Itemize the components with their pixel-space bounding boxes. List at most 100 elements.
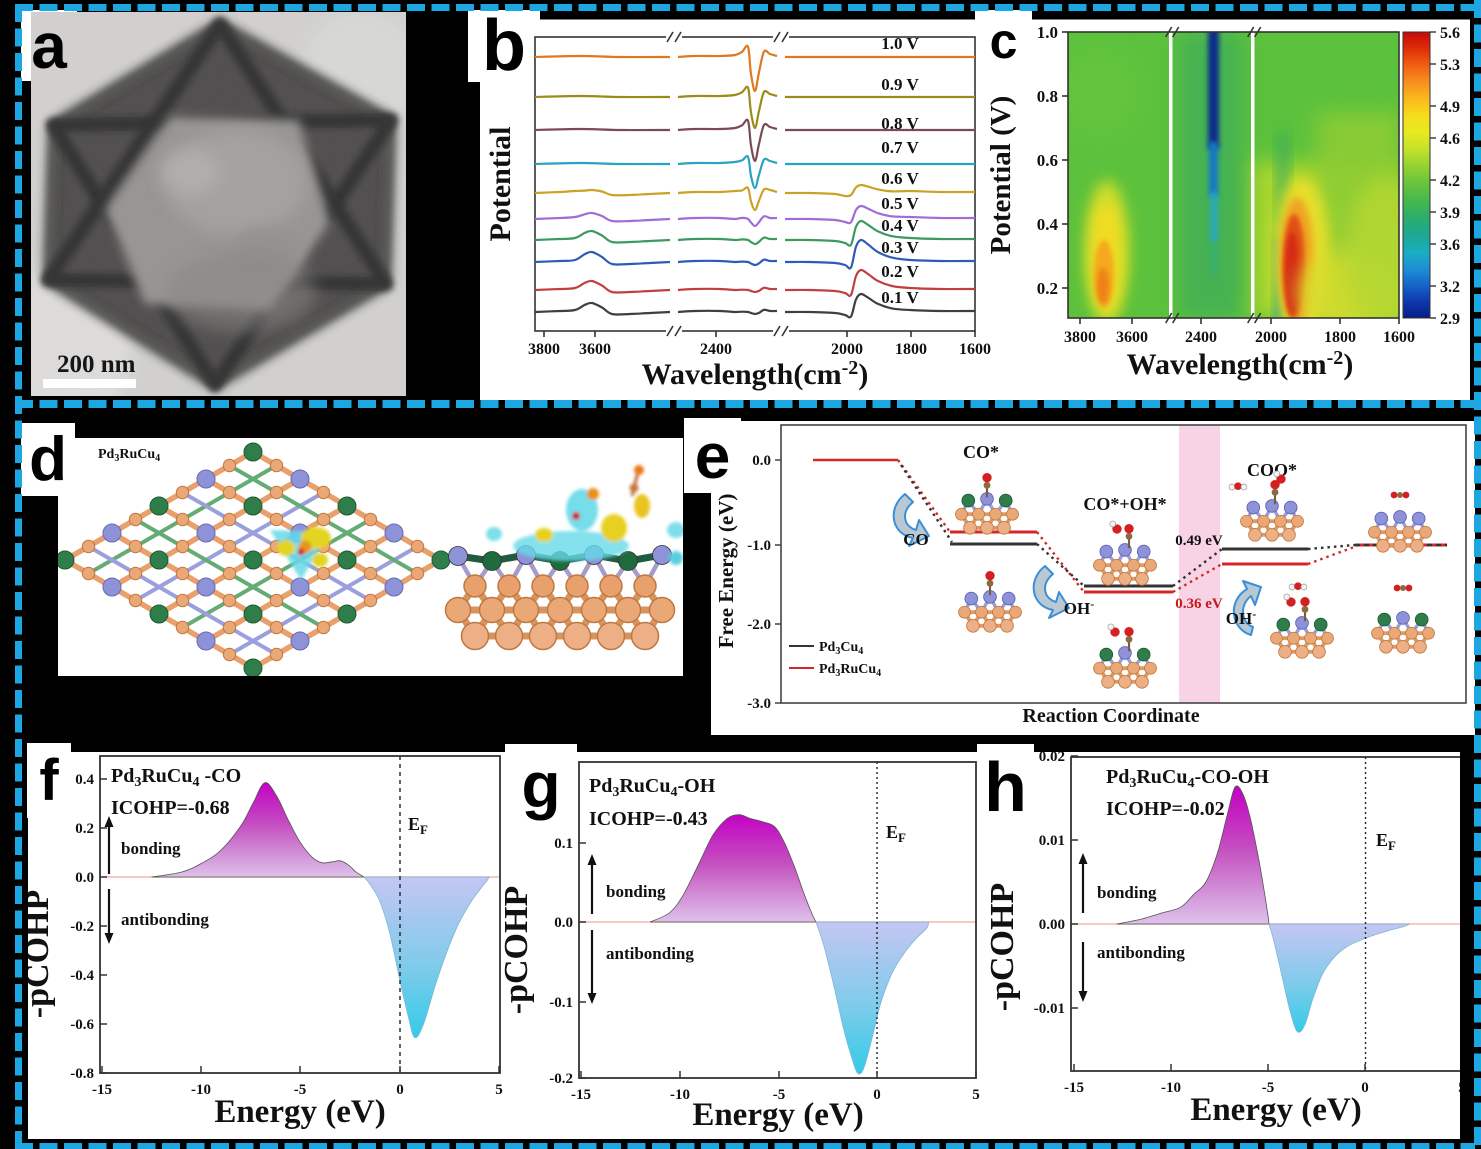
- svg-text:0.8: 0.8: [1037, 87, 1058, 106]
- svg-text:CO: CO: [903, 530, 929, 549]
- svg-text:bonding: bonding: [1097, 883, 1157, 902]
- svg-text:0.02: 0.02: [1039, 752, 1065, 765]
- svg-text:-1.0: -1.0: [747, 538, 771, 554]
- svg-text:-0.2: -0.2: [549, 1071, 573, 1087]
- svg-text:4.6: 4.6: [1440, 131, 1460, 148]
- svg-text:3600: 3600: [1116, 329, 1148, 346]
- svg-text:0: 0: [1361, 1080, 1369, 1096]
- svg-text:0.0: 0.0: [554, 915, 573, 931]
- svg-text:5: 5: [972, 1087, 980, 1103]
- svg-text:0: 0: [396, 1082, 404, 1098]
- svg-text:0.8 V: 0.8 V: [881, 114, 919, 133]
- svg-text:2400: 2400: [700, 341, 732, 358]
- svg-text:Potential (V): Potential (V): [985, 96, 1017, 255]
- svg-text:0.1: 0.1: [554, 836, 573, 852]
- svg-text:5: 5: [1458, 1080, 1460, 1096]
- svg-text:3600: 3600: [579, 341, 611, 358]
- svg-text:Wavelength(cm-2): Wavelength(cm-2): [642, 357, 869, 391]
- svg-text:1600: 1600: [959, 341, 991, 358]
- svg-text:4.9: 4.9: [1440, 99, 1460, 116]
- svg-text:0.4: 0.4: [1037, 215, 1059, 234]
- svg-text:Reaction Coordinate: Reaction Coordinate: [1022, 705, 1199, 727]
- svg-text:0.6 V: 0.6 V: [881, 169, 919, 188]
- svg-text:0.00: 0.00: [1039, 917, 1065, 933]
- svg-text:0.2: 0.2: [1037, 279, 1058, 298]
- svg-text:-0.01: -0.01: [1034, 1001, 1065, 1017]
- svg-text:ICOHP=-0.02: ICOHP=-0.02: [1106, 798, 1225, 820]
- svg-text:3800: 3800: [1064, 329, 1096, 346]
- svg-text:-0.4: -0.4: [70, 968, 94, 984]
- svg-text:Free Energy (eV): Free Energy (eV): [714, 494, 738, 649]
- svg-text:-0.1: -0.1: [549, 995, 573, 1011]
- svg-text:-15: -15: [1064, 1080, 1084, 1096]
- svg-text:Energy (eV): Energy (eV): [214, 1094, 385, 1130]
- svg-text:antibonding: antibonding: [1097, 943, 1185, 962]
- svg-text:0.4: 0.4: [75, 772, 94, 788]
- svg-text:0.01: 0.01: [1039, 833, 1065, 849]
- svg-text:3.2: 3.2: [1440, 279, 1460, 296]
- svg-text:-0.6: -0.6: [70, 1017, 94, 1033]
- svg-text:CO*: CO*: [963, 442, 999, 462]
- svg-text:OH-: OH-: [1226, 607, 1256, 628]
- svg-text:3800: 3800: [528, 341, 560, 358]
- svg-text:1.0: 1.0: [1037, 23, 1058, 42]
- svg-text:COO*: COO*: [1247, 460, 1297, 480]
- svg-text:CO*+OH*: CO*+OH*: [1083, 494, 1166, 514]
- svg-text:-0.8: -0.8: [70, 1066, 94, 1082]
- svg-text:Pd3RuCu4 -CO: Pd3RuCu4 -CO: [111, 765, 241, 790]
- svg-text:ICOHP=-0.68: ICOHP=-0.68: [111, 797, 230, 819]
- svg-text:1800: 1800: [895, 341, 927, 358]
- svg-text:0.9 V: 0.9 V: [881, 75, 919, 94]
- svg-text:-15: -15: [571, 1087, 591, 1103]
- svg-text:ICOHP=-0.43: ICOHP=-0.43: [589, 808, 708, 830]
- svg-text:0.2: 0.2: [75, 821, 94, 837]
- svg-text:0.3 V: 0.3 V: [881, 238, 919, 257]
- svg-text:Energy (eV): Energy (eV): [1190, 1092, 1361, 1128]
- svg-text:0.7 V: 0.7 V: [881, 138, 919, 157]
- svg-text:1800: 1800: [1324, 329, 1356, 346]
- svg-text:0: 0: [873, 1087, 881, 1103]
- svg-text:2000: 2000: [831, 341, 863, 358]
- svg-text:0.0: 0.0: [752, 453, 771, 469]
- svg-text:-10: -10: [191, 1082, 211, 1098]
- svg-text:Pd3Cu4: Pd3Cu4: [819, 640, 863, 657]
- svg-text:-2.0: -2.0: [747, 617, 771, 633]
- svg-text:-10: -10: [670, 1087, 690, 1103]
- svg-text:-3.0: -3.0: [747, 696, 771, 712]
- svg-text:-pCOHP: -pCOHP: [28, 890, 56, 1018]
- svg-text:Energy (eV): Energy (eV): [692, 1097, 863, 1133]
- svg-text:bonding: bonding: [606, 882, 666, 901]
- svg-text:0.4 V: 0.4 V: [881, 216, 919, 235]
- svg-text:-10: -10: [1161, 1080, 1181, 1096]
- svg-text:0.2 V: 0.2 V: [881, 262, 919, 281]
- svg-text:Pd3RuCu4-OH: Pd3RuCu4-OH: [589, 775, 716, 800]
- svg-text:5: 5: [495, 1082, 503, 1098]
- svg-text:0.36 eV: 0.36 eV: [1175, 596, 1223, 612]
- svg-text:1.0 V: 1.0 V: [881, 34, 919, 53]
- svg-text:-5: -5: [773, 1087, 786, 1103]
- svg-text:200 nm: 200 nm: [57, 351, 136, 378]
- svg-text:antibonding: antibonding: [121, 910, 209, 929]
- svg-text:5.6: 5.6: [1440, 25, 1460, 42]
- svg-text:2.9: 2.9: [1440, 311, 1460, 328]
- svg-text:OH-: OH-: [1064, 597, 1094, 618]
- svg-text:4.2: 4.2: [1440, 173, 1460, 190]
- svg-text:0.0: 0.0: [75, 870, 94, 886]
- svg-text:-15: -15: [92, 1082, 112, 1098]
- svg-text:0.6: 0.6: [1037, 151, 1058, 170]
- svg-text:-0.2: -0.2: [70, 919, 94, 935]
- svg-text:5.3: 5.3: [1440, 57, 1460, 74]
- svg-text:0.1 V: 0.1 V: [881, 288, 919, 307]
- svg-text:-pCOHP: -pCOHP: [984, 883, 1021, 1011]
- svg-text:-5: -5: [294, 1082, 307, 1098]
- svg-text:Wavelength(cm-2): Wavelength(cm-2): [1127, 347, 1354, 381]
- svg-text:Pd3RuCu4: Pd3RuCu4: [819, 662, 881, 679]
- svg-text:antibonding: antibonding: [606, 944, 694, 963]
- svg-text:bonding: bonding: [121, 839, 181, 858]
- svg-text:-pCOHP: -pCOHP: [498, 886, 535, 1014]
- svg-text:2000: 2000: [1255, 329, 1287, 346]
- svg-text:3.9: 3.9: [1440, 205, 1460, 222]
- svg-text:2400: 2400: [1185, 329, 1217, 346]
- svg-text:3.6: 3.6: [1440, 237, 1460, 254]
- svg-text:1600: 1600: [1383, 329, 1415, 346]
